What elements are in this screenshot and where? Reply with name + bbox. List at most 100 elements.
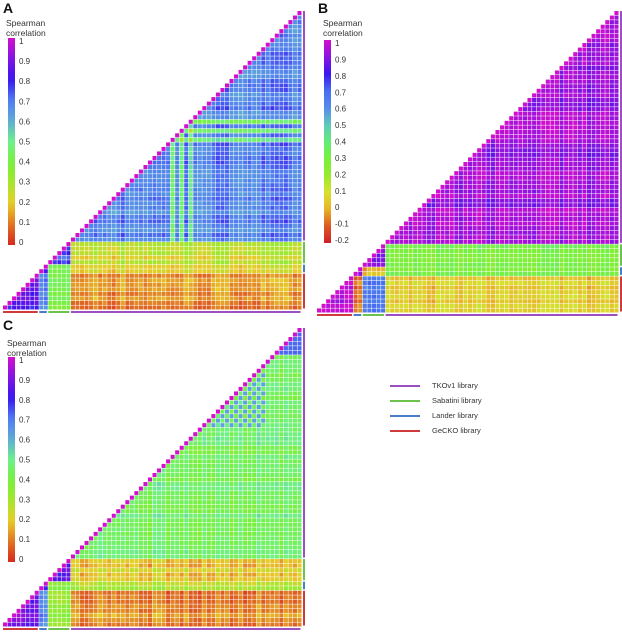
- heatmap-cell: [193, 142, 198, 147]
- heatmap-cell: [559, 166, 564, 171]
- heatmap-cell: [197, 178, 202, 183]
- heatmap-cell: [143, 251, 148, 256]
- heatmap-cell: [111, 219, 116, 224]
- heatmap-cell: [75, 305, 80, 310]
- colorbar-tick-label: 0: [19, 238, 24, 247]
- heatmap-cell: [550, 226, 555, 231]
- heatmap-cell: [614, 207, 619, 212]
- heatmap-cell: [527, 162, 532, 167]
- heatmap-cell: [98, 300, 103, 305]
- heatmap-cell: [270, 613, 275, 618]
- heatmap-cell: [120, 287, 125, 292]
- heatmap-cell: [513, 235, 518, 240]
- heatmap-cell: [102, 305, 107, 310]
- heatmap-cell: [215, 110, 220, 115]
- heatmap-cell: [229, 287, 234, 292]
- heatmap-cell: [229, 115, 234, 120]
- heatmap-cell: [486, 216, 491, 221]
- heatmap-cell: [120, 214, 125, 219]
- heatmap-cell: [614, 258, 619, 263]
- heatmap-cell: [458, 212, 463, 217]
- heatmap-cell: [61, 278, 66, 283]
- heatmap-cell: [518, 207, 523, 212]
- heatmap-cell: [591, 139, 596, 144]
- heatmap-cell: [197, 192, 202, 197]
- heatmap-cell: [582, 212, 587, 217]
- heatmap-cell: [353, 299, 358, 304]
- heatmap-cell: [143, 242, 148, 247]
- heatmap-cell: [609, 24, 614, 29]
- heatmap-cell: [179, 246, 184, 251]
- heatmap-cell: [98, 595, 103, 600]
- heatmap-cell: [586, 235, 592, 240]
- heatmap-cell: [541, 143, 546, 148]
- heatmap-cell: [193, 155, 198, 160]
- heatmap-cell: [445, 285, 450, 290]
- heatmap-cell: [202, 214, 207, 219]
- heatmap-cell: [297, 165, 302, 170]
- heatmap-cell: [224, 273, 230, 278]
- heatmap-cell: [283, 165, 288, 170]
- heatmap-cell: [238, 115, 243, 120]
- heatmap-cell: [573, 65, 578, 70]
- heatmap-cell: [559, 134, 564, 139]
- heatmap-cell: [513, 299, 518, 304]
- heatmap-cell: [564, 125, 569, 130]
- heatmap-cell: [152, 174, 157, 179]
- heatmap-cell: [202, 242, 207, 247]
- heatmap-cell: [283, 56, 288, 61]
- heatmap-cell: [166, 246, 171, 251]
- heatmap-cell: [116, 291, 121, 296]
- heatmap-cell: [513, 308, 518, 313]
- heatmap-cell: [48, 305, 53, 310]
- heatmap-cell: [609, 38, 614, 43]
- heatmap-cell: [422, 226, 427, 231]
- heatmap-cell: [152, 595, 157, 600]
- heatmap-cell: [279, 142, 284, 147]
- heatmap-cell: [211, 165, 216, 170]
- heatmap-cell: [292, 273, 297, 278]
- heatmap-cell: [247, 287, 252, 292]
- heatmap-cell: [229, 169, 234, 174]
- heatmap-cell: [614, 116, 619, 121]
- heatmap-cell: [614, 129, 619, 135]
- heatmap-cell: [536, 244, 541, 249]
- heatmap-cell: [500, 294, 505, 299]
- heatmap-cell: [564, 75, 569, 80]
- heatmap-cell: [614, 107, 619, 112]
- heatmap-cell: [458, 253, 463, 258]
- heatmap-cell: [197, 151, 202, 156]
- heatmap-cell: [120, 586, 125, 591]
- heatmap-cell: [541, 258, 546, 263]
- heatmap-cell: [431, 230, 436, 235]
- heatmap-cell: [518, 221, 523, 226]
- heatmap-cell: [559, 120, 564, 125]
- heatmap-cell: [43, 278, 48, 283]
- heatmap-cell: [288, 242, 293, 247]
- heatmap-cell: [292, 83, 297, 88]
- heatmap-cell: [513, 267, 518, 272]
- heatmap-cell: [532, 216, 537, 221]
- heatmap-cell: [247, 590, 252, 595]
- heatmap-cell: [292, 291, 297, 296]
- heatmap-cell: [224, 305, 230, 310]
- heatmap-cell: [609, 258, 614, 263]
- heatmap-cell: [495, 271, 500, 276]
- heatmap-cell: [274, 174, 279, 179]
- heatmap-cell: [477, 180, 482, 185]
- heatmap-cell: [586, 43, 592, 48]
- heatmap-cell: [274, 300, 279, 305]
- heatmap-cell: [297, 92, 302, 97]
- heatmap-cell: [279, 599, 284, 604]
- heatmap-cell: [614, 88, 619, 93]
- heatmap-cell: [107, 255, 112, 260]
- heatmap-cell: [279, 33, 284, 38]
- heatmap-cell: [449, 276, 454, 281]
- heatmap-cell: [138, 214, 143, 219]
- heatmap-cell: [463, 303, 468, 308]
- heatmap-cell: [417, 285, 422, 290]
- heatmap-cell: [39, 590, 44, 595]
- heatmap-cell: [413, 216, 418, 221]
- heatmap-cell: [490, 244, 495, 249]
- heatmap-cell: [138, 237, 143, 242]
